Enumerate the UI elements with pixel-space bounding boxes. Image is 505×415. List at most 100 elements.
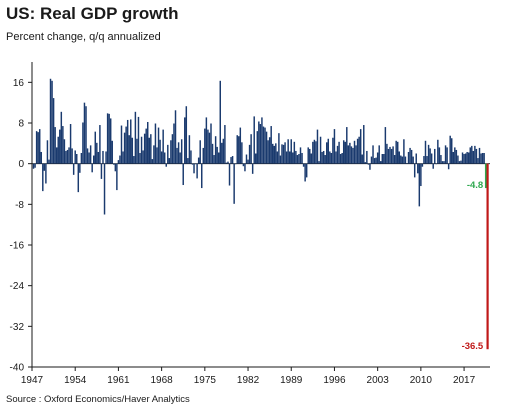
gdp-bar — [313, 139, 316, 164]
data-label: -36.5 — [462, 341, 484, 352]
gdp-bar — [302, 163, 305, 167]
gdp-bar — [430, 153, 433, 164]
gdp-bar — [131, 137, 134, 164]
gdp-bar — [352, 147, 354, 164]
gdp-bar — [327, 138, 330, 164]
gdp-bar — [271, 143, 274, 164]
gdp-bar — [421, 163, 424, 167]
gdp-bar — [268, 137, 271, 164]
gdp-bar — [449, 135, 451, 164]
gdp-bar — [270, 126, 272, 164]
gdp-bar — [162, 129, 164, 164]
gdp-bar — [85, 106, 87, 164]
gdp-bar — [318, 161, 320, 164]
gdp-bar — [299, 147, 302, 164]
gdp-bar — [355, 145, 357, 164]
gdp-bar — [99, 125, 101, 164]
gdp-bar — [378, 145, 380, 164]
gdp-bar — [469, 147, 471, 164]
gdp-bar — [481, 152, 484, 164]
gdp-bar — [97, 151, 100, 164]
gdp-bar — [307, 147, 309, 164]
gdp-bar — [80, 152, 83, 164]
gdp-bar — [403, 139, 405, 164]
gdp-bar — [204, 128, 206, 164]
gdp-bar — [329, 151, 331, 164]
gdp-bar — [113, 163, 115, 165]
gdp-bar — [119, 155, 121, 164]
gdp-bar — [273, 145, 276, 164]
gdp-bar — [108, 113, 110, 164]
gdp-bar — [458, 161, 461, 164]
gdp-bar — [420, 163, 422, 187]
gdp-bar — [46, 140, 49, 164]
gdp-bar — [393, 155, 396, 164]
gdp-bar — [202, 147, 205, 164]
gdp-bar — [136, 138, 138, 164]
gdp-bar — [83, 102, 86, 164]
gdp-bar — [301, 152, 303, 164]
gdp-bar — [194, 163, 197, 165]
gdp-bar — [234, 163, 237, 165]
x-tick-label: 1947 — [21, 375, 44, 386]
gdp-bar — [342, 140, 345, 164]
gdp-bar — [288, 151, 291, 164]
gdp-bar — [114, 163, 117, 172]
gdp-bar — [409, 147, 411, 164]
gdp-bar — [361, 154, 363, 164]
gdp-bar — [242, 163, 245, 167]
gdp-bar — [137, 116, 140, 164]
gdp-bar — [375, 157, 377, 164]
x-tick-label: 1982 — [237, 375, 260, 386]
y-tick-label: 8 — [18, 119, 24, 130]
gdp-bar — [143, 133, 146, 164]
gdp-bar — [262, 126, 265, 164]
gdp-bar — [253, 116, 255, 164]
gdp-bar — [122, 151, 124, 164]
gdp-bar — [139, 152, 141, 164]
gdp-bar — [55, 147, 58, 164]
gdp-bar — [228, 163, 231, 186]
gdp-bar — [255, 153, 257, 164]
y-tick-label: -24 — [10, 281, 25, 292]
gdp-bar — [446, 147, 448, 164]
gdp-bar — [177, 142, 180, 164]
gdp-bar — [208, 132, 211, 164]
gdp-bar — [51, 80, 53, 164]
gdp-bar — [60, 111, 63, 164]
gdp-bar — [105, 151, 107, 164]
gdp-bar — [292, 152, 294, 164]
gdp-bar — [134, 111, 137, 164]
gdp-bar — [102, 150, 104, 164]
y-tick-label: -8 — [15, 200, 24, 211]
gdp-bar — [180, 139, 183, 164]
gdp-bar — [34, 163, 36, 168]
gdp-bar — [210, 123, 212, 164]
gdp-bar — [410, 149, 413, 164]
gdp-bar — [264, 127, 266, 164]
gdp-bar — [366, 150, 368, 164]
gdp-bar — [401, 156, 404, 164]
gdp-bar — [389, 146, 391, 164]
gdp-bar — [197, 157, 200, 164]
gdp-bar — [188, 135, 191, 164]
gdp-bar — [364, 162, 367, 164]
gdp-bar — [157, 127, 160, 164]
gdp-bar — [213, 155, 215, 164]
gdp-bar — [315, 141, 317, 164]
gdp-bar — [287, 139, 289, 164]
gdp-bar — [480, 153, 482, 164]
gdp-bar — [279, 155, 282, 164]
gdp-bar — [148, 137, 151, 164]
gdp-bar — [312, 141, 314, 164]
x-tick-label: 1968 — [150, 375, 173, 386]
gdp-bar — [187, 158, 189, 164]
gdp-bar — [128, 135, 130, 164]
gdp-bar — [332, 137, 334, 164]
gdp-bar — [68, 147, 70, 164]
gdp-bar — [245, 154, 248, 164]
gdp-bar — [258, 121, 260, 164]
gdp-bar — [396, 141, 399, 164]
gdp-bar — [239, 127, 242, 164]
gdp-bar — [278, 133, 280, 164]
